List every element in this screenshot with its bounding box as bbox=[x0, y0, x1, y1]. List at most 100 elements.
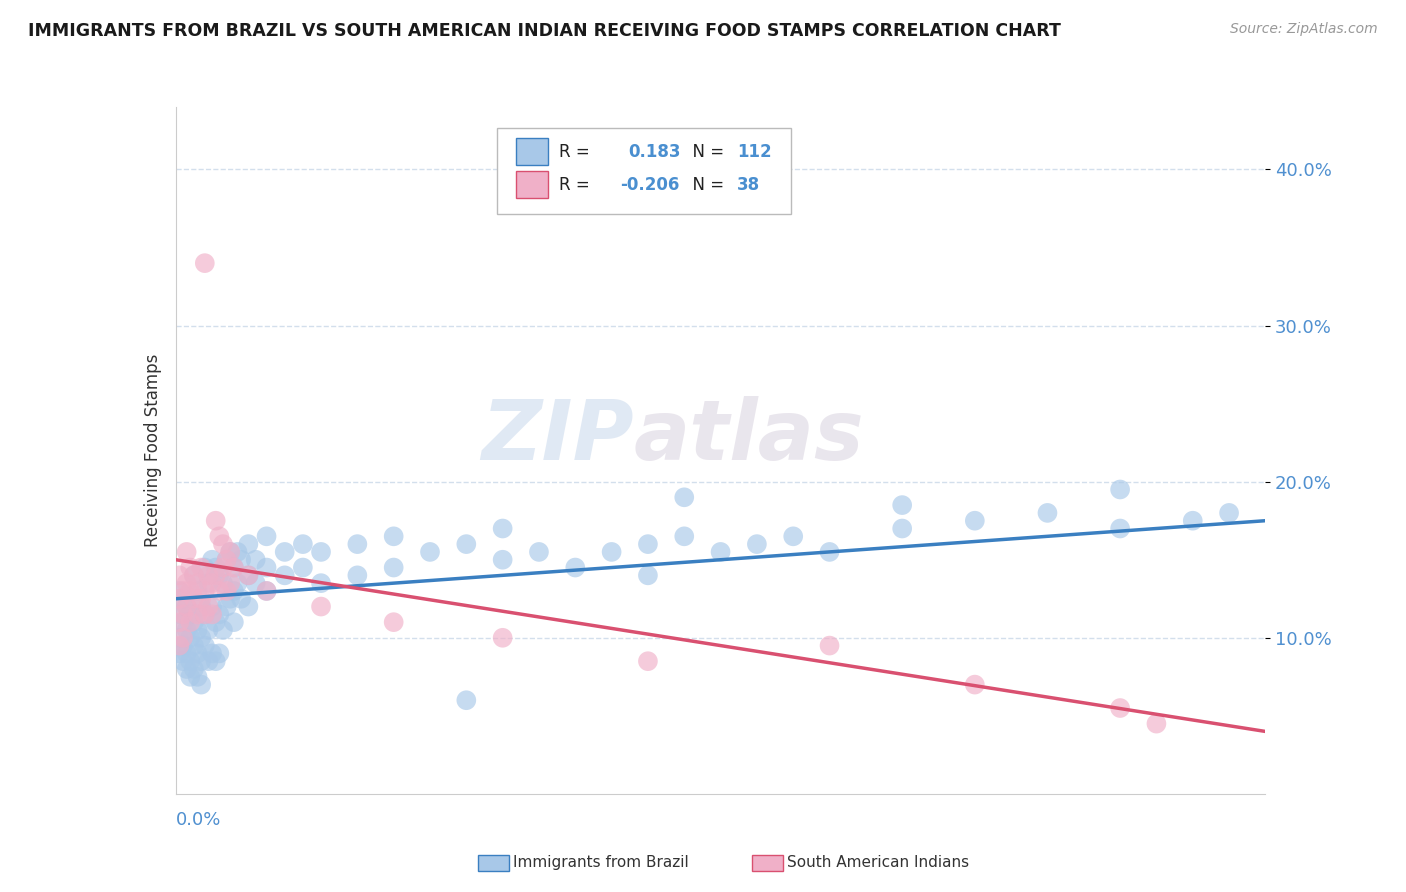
Point bbox=[186, 607, 209, 622]
Point bbox=[673, 490, 696, 504]
Point bbox=[176, 599, 198, 614]
Point bbox=[179, 615, 201, 630]
Point bbox=[176, 646, 198, 660]
Point bbox=[212, 537, 235, 551]
Point bbox=[1109, 701, 1132, 715]
Point bbox=[1036, 506, 1059, 520]
Point bbox=[183, 591, 205, 606]
Point bbox=[183, 662, 205, 676]
Text: 112: 112 bbox=[737, 143, 772, 161]
Point bbox=[208, 529, 231, 543]
Point bbox=[172, 631, 194, 645]
Point bbox=[346, 537, 368, 551]
Text: N =: N = bbox=[682, 143, 730, 161]
Point bbox=[600, 545, 623, 559]
Point bbox=[197, 576, 219, 591]
Point bbox=[179, 560, 201, 574]
Point bbox=[527, 545, 550, 559]
Point bbox=[201, 646, 224, 660]
Point bbox=[190, 631, 212, 645]
Text: South American Indians: South American Indians bbox=[787, 855, 970, 870]
Point bbox=[219, 545, 242, 559]
Point bbox=[219, 576, 242, 591]
Point bbox=[456, 537, 478, 551]
Point bbox=[291, 560, 314, 574]
Point bbox=[197, 599, 219, 614]
Point bbox=[238, 537, 260, 551]
Point bbox=[1181, 514, 1204, 528]
Point bbox=[176, 623, 198, 637]
Point bbox=[183, 639, 205, 653]
Text: R =: R = bbox=[560, 143, 600, 161]
Point bbox=[186, 583, 209, 598]
Point bbox=[231, 552, 253, 567]
Point bbox=[197, 623, 219, 637]
Point bbox=[190, 560, 212, 574]
Point bbox=[194, 607, 217, 622]
Text: IMMIGRANTS FROM BRAZIL VS SOUTH AMERICAN INDIAN RECEIVING FOOD STAMPS CORRELATIO: IMMIGRANTS FROM BRAZIL VS SOUTH AMERICAN… bbox=[28, 22, 1062, 40]
FancyBboxPatch shape bbox=[516, 138, 548, 165]
Point bbox=[256, 583, 278, 598]
Point bbox=[291, 537, 314, 551]
Point bbox=[222, 615, 245, 630]
Point bbox=[201, 552, 224, 567]
Point bbox=[212, 623, 235, 637]
Point bbox=[256, 560, 278, 574]
Point bbox=[197, 568, 219, 582]
Point bbox=[179, 631, 201, 645]
Text: ZIP: ZIP bbox=[481, 396, 633, 477]
Point bbox=[274, 568, 297, 582]
Point bbox=[169, 646, 191, 660]
Point bbox=[256, 529, 278, 543]
Point bbox=[818, 639, 841, 653]
Point bbox=[204, 615, 226, 630]
Point bbox=[197, 654, 219, 668]
Point bbox=[891, 521, 914, 535]
Point bbox=[169, 591, 191, 606]
Point bbox=[215, 552, 238, 567]
Point bbox=[176, 576, 198, 591]
Point bbox=[172, 591, 194, 606]
Point bbox=[194, 256, 217, 270]
Point bbox=[710, 545, 733, 559]
Point bbox=[238, 599, 260, 614]
Y-axis label: Receiving Food Stamps: Receiving Food Stamps bbox=[143, 354, 162, 547]
Point bbox=[201, 599, 224, 614]
Point bbox=[456, 693, 478, 707]
Point bbox=[1109, 483, 1132, 497]
Point bbox=[169, 583, 191, 598]
Point bbox=[245, 576, 267, 591]
Point bbox=[1146, 716, 1168, 731]
Point bbox=[204, 568, 226, 582]
Point bbox=[194, 607, 217, 622]
Point bbox=[238, 568, 260, 582]
Point bbox=[419, 545, 441, 559]
Point bbox=[201, 576, 224, 591]
Point bbox=[963, 678, 986, 692]
Point bbox=[564, 560, 586, 574]
Point bbox=[179, 583, 201, 598]
Point bbox=[172, 654, 194, 668]
Text: R =: R = bbox=[560, 176, 595, 194]
Point bbox=[208, 646, 231, 660]
Point bbox=[1218, 506, 1240, 520]
Point bbox=[818, 545, 841, 559]
Point bbox=[745, 537, 768, 551]
Point bbox=[183, 568, 205, 582]
Point bbox=[492, 521, 515, 535]
Text: Immigrants from Brazil: Immigrants from Brazil bbox=[513, 855, 689, 870]
Point bbox=[204, 560, 226, 574]
Point bbox=[1109, 521, 1132, 535]
Point bbox=[169, 607, 191, 622]
Point bbox=[186, 576, 209, 591]
Point bbox=[179, 670, 201, 684]
Point bbox=[179, 654, 201, 668]
Point bbox=[172, 583, 194, 598]
Point bbox=[172, 615, 194, 630]
Point bbox=[891, 498, 914, 512]
Point bbox=[963, 514, 986, 528]
Point bbox=[208, 568, 231, 582]
Point bbox=[190, 591, 212, 606]
Point bbox=[309, 576, 332, 591]
Point bbox=[172, 639, 194, 653]
